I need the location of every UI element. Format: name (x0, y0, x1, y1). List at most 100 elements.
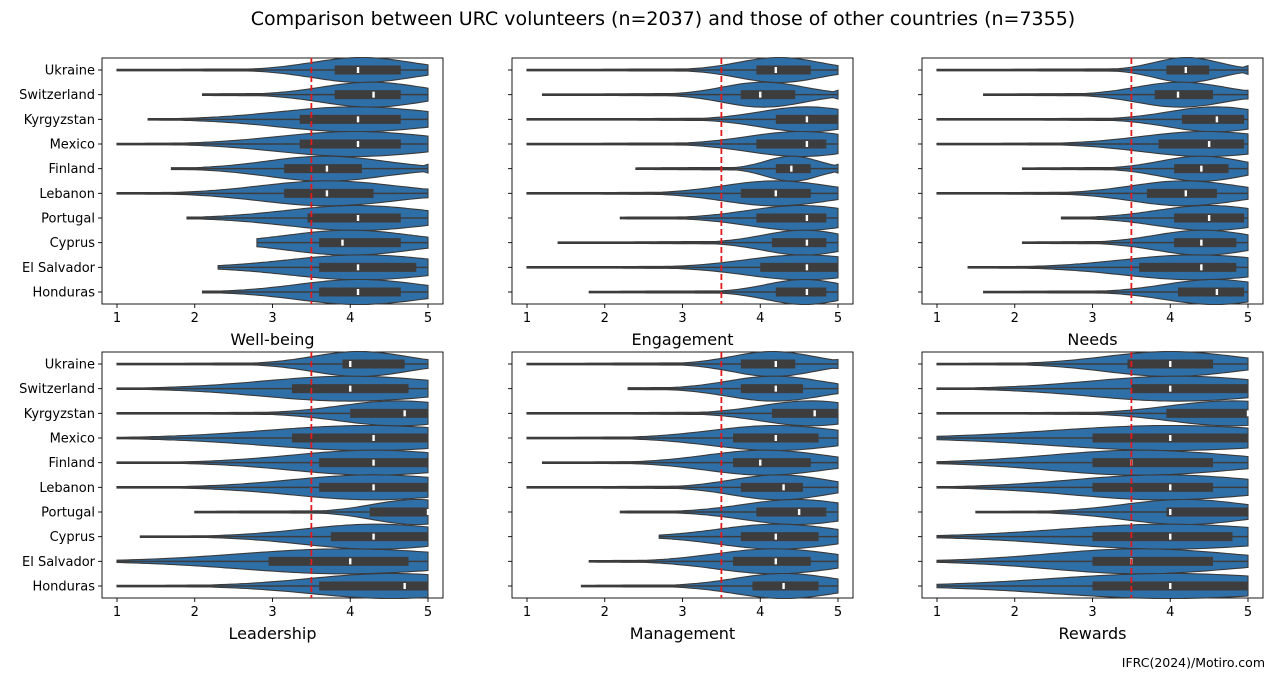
median-marker (356, 264, 360, 271)
median-marker (372, 484, 375, 491)
y-tick-label: Kyrgyzstan (24, 407, 95, 422)
iqr-box (291, 433, 428, 443)
iqr-box (733, 556, 811, 566)
median-marker (1184, 190, 1187, 197)
x-tick-label: 1 (933, 605, 941, 620)
x-tick-label: 4 (1166, 605, 1174, 620)
median-marker (372, 91, 375, 98)
chart-title: Comparison between URC volunteers (n=203… (251, 8, 1075, 30)
median-marker (1169, 583, 1172, 589)
iqr-box (1092, 458, 1214, 468)
median-marker (759, 459, 762, 466)
x-tick-label: 3 (268, 605, 276, 620)
y-tick-label: Switzerland (19, 88, 95, 103)
source-credit: IFRC(2024)/Motiro.com (1122, 655, 1265, 670)
iqr-box (319, 287, 401, 297)
x-axis-label: Management (630, 624, 735, 643)
panel-well-being: 1 2 3 4 5 Ukraine Switzerland Kyrgyzstan Mexico F… (19, 56, 444, 349)
iqr-box (307, 213, 401, 223)
iqr-box (733, 458, 811, 468)
median-marker (1169, 435, 1172, 441)
iqr-box (740, 384, 804, 394)
x-tick-label: 1 (523, 311, 531, 326)
median-marker (356, 289, 360, 295)
median-marker (349, 558, 352, 565)
iqr-box (299, 139, 401, 149)
x-tick-label: 5 (834, 311, 842, 326)
median-marker (805, 215, 809, 221)
y-tick-label: Cyprus (50, 530, 96, 545)
x-tick-label: 1 (113, 311, 121, 326)
x-tick-label: 2 (601, 311, 609, 326)
x-tick-label: 4 (1166, 311, 1174, 326)
median-marker (1169, 361, 1172, 367)
x-tick-label: 2 (1011, 605, 1019, 620)
iqr-box (1178, 287, 1245, 297)
x-tick-label: 5 (424, 605, 432, 620)
panels-group: 1 2 3 4 5 Ukraine Switzerland Kyrgyzstan Mexico F… (19, 56, 1264, 643)
median-marker (774, 435, 777, 441)
median-marker (325, 165, 329, 172)
median-marker (1200, 239, 1203, 246)
y-tick-label: Switzerland (19, 382, 95, 397)
y-tick-label: Ukraine (45, 358, 95, 373)
x-tick-label: 1 (933, 311, 941, 326)
iqr-box (740, 90, 796, 100)
iqr-box (756, 65, 811, 75)
x-tick-label: 4 (756, 311, 764, 326)
iqr-box (319, 262, 417, 272)
median-marker (356, 215, 360, 221)
y-tick-label: Mexico (50, 138, 95, 153)
median-marker (1215, 116, 1219, 123)
median-marker (1169, 533, 1172, 540)
median-marker (349, 361, 352, 367)
iqr-box (369, 507, 428, 517)
x-tick-label: 5 (1244, 311, 1252, 326)
iqr-box (1146, 188, 1217, 198)
median-marker (805, 264, 809, 271)
median-marker (759, 91, 762, 98)
iqr-box (1166, 408, 1248, 418)
x-tick-label: 5 (834, 605, 842, 620)
median-marker (1184, 67, 1187, 73)
iqr-box (319, 581, 428, 591)
iqr-box (1166, 65, 1210, 75)
x-tick-label: 4 (346, 605, 354, 620)
iqr-box (1181, 114, 1245, 124)
iqr-box (268, 556, 409, 566)
y-tick-label: Portugal (41, 506, 95, 521)
x-tick-label: 3 (1088, 605, 1096, 620)
median-marker (774, 385, 777, 392)
iqr-box (299, 114, 401, 124)
iqr-box (350, 408, 428, 418)
median-marker (356, 67, 360, 73)
x-tick-label: 4 (756, 605, 764, 620)
y-tick-label: Honduras (32, 580, 95, 595)
x-tick-label: 1 (113, 605, 121, 620)
panel-needs: 1 2 3 4 5 Needs (918, 56, 1264, 349)
x-tick-label: 3 (678, 605, 686, 620)
median-marker (774, 190, 777, 197)
median-marker (805, 116, 809, 123)
median-marker (1207, 215, 1211, 221)
x-axis-label: Well-being (230, 330, 314, 349)
iqr-box (756, 139, 827, 149)
iqr-box (1131, 384, 1248, 394)
median-marker (403, 583, 406, 589)
iqr-box (740, 359, 796, 369)
median-marker (349, 385, 352, 392)
panel-engagement: 1 2 3 4 5 Engagement (508, 56, 854, 349)
median-marker (1200, 264, 1203, 271)
median-marker (1176, 91, 1180, 98)
y-tick-label: Ukraine (45, 64, 95, 79)
y-tick-label: Honduras (32, 286, 95, 301)
median-marker (372, 435, 375, 441)
iqr-box (1092, 556, 1214, 566)
median-marker (1200, 165, 1203, 172)
median-marker (325, 190, 329, 197)
x-tick-label: 3 (1088, 311, 1096, 326)
median-marker (1207, 141, 1211, 147)
x-tick-label: 5 (424, 311, 432, 326)
iqr-box (775, 164, 811, 174)
iqr-box (1092, 482, 1214, 492)
